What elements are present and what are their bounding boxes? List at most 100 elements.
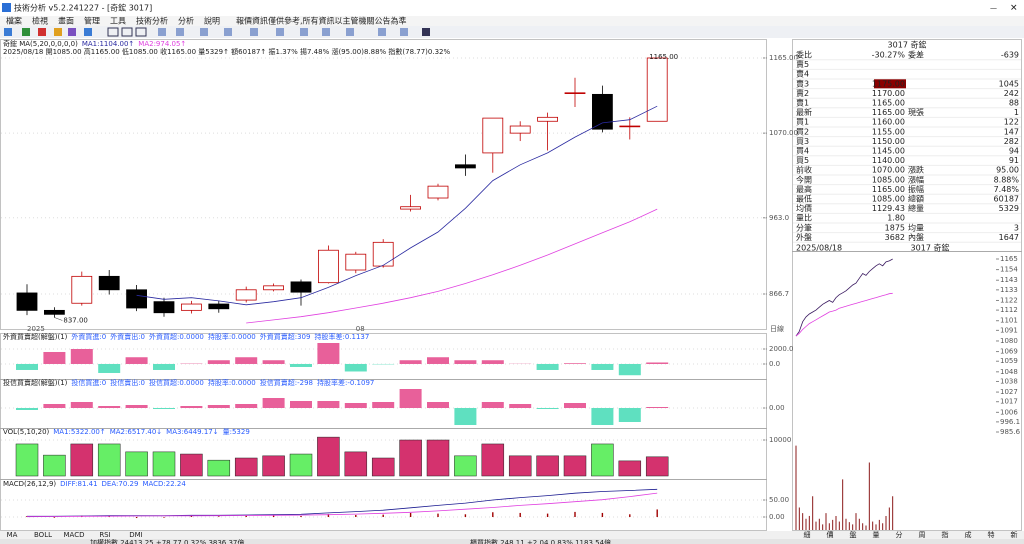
tool-icon[interactable] xyxy=(300,28,308,36)
bar xyxy=(70,402,93,408)
quote-value: 1165.00 xyxy=(872,185,905,194)
menu-item[interactable]: 管理 xyxy=(84,16,100,26)
tool-icon[interactable] xyxy=(84,28,92,36)
menu-item[interactable]: 檢視 xyxy=(32,16,48,26)
macd-bar xyxy=(546,513,549,518)
quote-value: 1170.00 xyxy=(872,89,905,98)
quote-value: 1155.00 xyxy=(872,127,905,136)
quote-value: 60187 xyxy=(994,195,1019,204)
indicator-tab[interactable]: BOLL xyxy=(34,531,52,539)
legend-item: MA2:6517.40↓ xyxy=(110,428,162,436)
quote-label: 振幅 xyxy=(908,184,924,194)
bar xyxy=(125,451,148,477)
quote-panel xyxy=(792,39,1022,252)
view-tab[interactable]: 成 xyxy=(965,530,972,539)
tool-icon[interactable] xyxy=(346,28,354,36)
period-label: 日線 xyxy=(770,324,784,333)
tool-icon[interactable] xyxy=(121,27,133,37)
tool-icon[interactable] xyxy=(400,28,408,36)
legend-item: 外資買進:0 xyxy=(71,332,106,341)
tool-icon[interactable] xyxy=(68,28,76,36)
candle-body xyxy=(98,275,120,291)
bar xyxy=(262,455,285,477)
quote-value: 3 xyxy=(1014,223,1019,232)
macd-bar xyxy=(519,512,521,518)
legend-item: 持股率:0.0000 xyxy=(208,378,256,387)
bar xyxy=(536,408,559,409)
tool-icon[interactable] xyxy=(107,27,119,37)
candle-body xyxy=(290,281,312,293)
indicator-tab[interactable]: RSI xyxy=(99,531,110,539)
bar xyxy=(207,459,231,477)
tool-icon[interactable] xyxy=(422,28,430,36)
indicator-tab[interactable]: DMI xyxy=(129,531,143,539)
menu-item[interactable]: 檔案 xyxy=(6,16,22,26)
menu-item[interactable]: 技術分析 xyxy=(136,16,168,26)
tool-icon[interactable] xyxy=(378,28,386,36)
y-tick-label: 1048 xyxy=(1000,368,1018,376)
quote-value: 95.00 xyxy=(996,166,1019,175)
close-button[interactable]: ✕ xyxy=(1010,4,1018,14)
quote-value: 1165.00 xyxy=(872,99,905,108)
bar xyxy=(618,460,642,477)
menu-item[interactable]: 畫面 xyxy=(58,16,74,26)
view-tab[interactable]: 價 xyxy=(827,530,834,539)
tool-icon[interactable] xyxy=(158,28,166,36)
quote-label: 賣3 xyxy=(796,78,809,88)
view-tab[interactable]: 分 xyxy=(896,530,903,539)
pane-title: VOL(5,10,20) MA1:5322.00↑ MA2:6517.40↓ MA3:… xyxy=(3,428,250,436)
minimize-button[interactable]: — xyxy=(990,4,997,12)
menu-bar xyxy=(0,16,1024,26)
menu-item[interactable]: 分析 xyxy=(178,16,194,26)
macd-bar xyxy=(190,515,193,518)
y-tick-label: 1069 xyxy=(1000,348,1018,356)
tool-icon[interactable] xyxy=(224,28,232,36)
macd-bar xyxy=(574,511,576,518)
view-tab[interactable]: 周 xyxy=(919,531,926,539)
view-tab[interactable]: 細 xyxy=(804,530,811,539)
quote-label: 外盤 xyxy=(796,232,812,242)
view-tab[interactable]: 特 xyxy=(988,530,995,539)
tab-bar xyxy=(0,531,1024,539)
tool-icon[interactable] xyxy=(276,28,284,36)
quote-value: -30.27% xyxy=(872,51,906,60)
macd-bar xyxy=(218,516,220,518)
macd-bar xyxy=(300,515,302,518)
tool-icon[interactable] xyxy=(4,28,12,36)
intraday-line xyxy=(795,292,893,337)
view-tab[interactable]: 量 xyxy=(873,531,880,539)
tool-icon[interactable] xyxy=(250,28,258,36)
legend-item: 外資買超:0.0000 xyxy=(149,332,204,341)
macd-line xyxy=(26,492,658,518)
tool-icon[interactable] xyxy=(176,28,184,36)
menu-item[interactable]: 說明 xyxy=(204,16,220,26)
tool-icon[interactable] xyxy=(322,28,330,36)
indicator-tab[interactable]: MACD xyxy=(64,531,85,539)
quote-volume: 94 xyxy=(1009,147,1019,156)
quote-header: 3017 奇鋐 xyxy=(888,40,927,50)
quote-value: 1 xyxy=(1014,108,1019,117)
bar xyxy=(481,402,504,408)
tool-icon[interactable] xyxy=(200,28,208,36)
y-tick-label: 1038 xyxy=(1000,377,1018,385)
y-tick-label: 1165 xyxy=(1000,255,1018,263)
tool-icon[interactable] xyxy=(54,28,62,36)
bar xyxy=(43,454,66,477)
menu-item[interactable]: 工具 xyxy=(110,17,126,26)
view-tab[interactable]: 指 xyxy=(942,530,949,539)
candle-body xyxy=(263,285,285,291)
quote-value: 3682 xyxy=(885,233,905,242)
tool-icon[interactable] xyxy=(22,28,30,36)
bar xyxy=(317,401,340,408)
tool-icon[interactable] xyxy=(135,27,147,37)
candle-body xyxy=(180,303,202,311)
pane-title-text: 外資買賣超(解盤)(1) xyxy=(3,332,68,341)
bar xyxy=(125,357,148,364)
tool-icon[interactable] xyxy=(38,28,46,36)
bar xyxy=(153,363,175,370)
indicator-tab[interactable]: MA xyxy=(7,531,18,539)
view-tab[interactable]: 新 xyxy=(1011,530,1018,539)
view-tab[interactable]: 盤 xyxy=(850,530,857,539)
ma-line xyxy=(136,105,658,306)
legend-item: 外資賣出:0 xyxy=(110,332,145,341)
